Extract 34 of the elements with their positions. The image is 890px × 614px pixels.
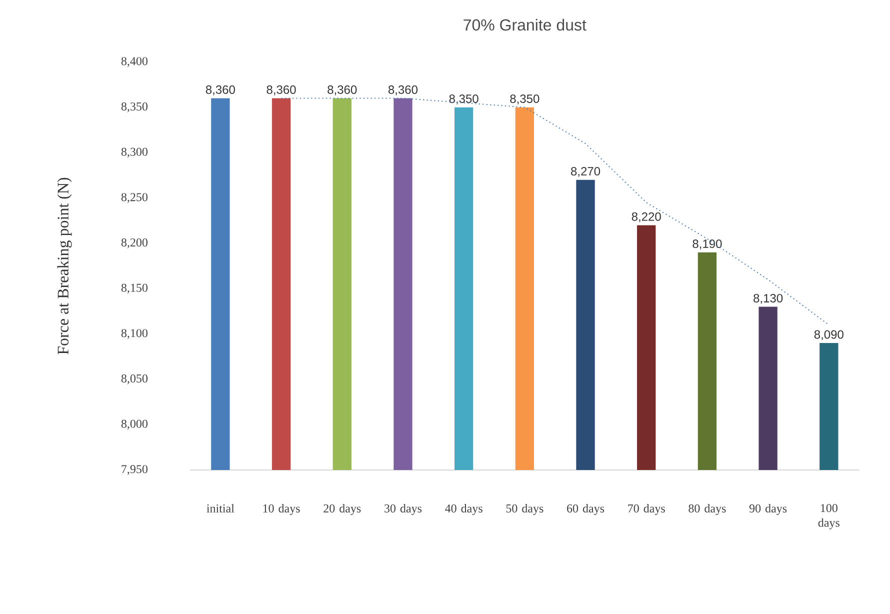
data-label: 8,350 <box>449 94 478 104</box>
x-tick-label: 70 days <box>628 504 665 515</box>
data-label: 8,360 <box>328 85 357 96</box>
data-label: 8,270 <box>571 167 600 177</box>
data-label: 8,360 <box>266 85 296 96</box>
data-label: 8,350 <box>510 94 540 104</box>
y-tick-label: 8,400 <box>121 57 148 67</box>
x-tick-label: 100 days <box>818 504 840 530</box>
x-tick-label: initial <box>206 504 234 512</box>
x-tick-label: 80 days <box>688 504 726 515</box>
x-tick-label: 40 days <box>445 504 482 515</box>
y-tick-label: 8,300 <box>121 148 148 158</box>
y-tick-label: 8,350 <box>121 102 148 112</box>
data-label: 8,130 <box>754 294 783 304</box>
x-tick-label: 50 days <box>506 504 544 515</box>
y-tick-label: 8,200 <box>121 238 148 248</box>
x-tick-label: 10 days <box>263 504 300 515</box>
data-label: 8,360 <box>388 85 418 96</box>
data-label: 8,360 <box>206 85 235 96</box>
data-label: 8,220 <box>632 212 661 222</box>
x-tick-label: 30 days <box>384 504 422 515</box>
y-tick-label: 8,100 <box>121 329 148 339</box>
y-tick-label: 8,000 <box>121 420 148 430</box>
data-label: 8,090 <box>814 330 844 340</box>
data-label: 8,190 <box>692 240 722 250</box>
x-tick-label: 90 days <box>749 504 787 515</box>
x-tick-label: 60 days <box>567 504 604 515</box>
chart-title: 70% Granite dust <box>464 18 586 31</box>
y-tick-label: 7,950 <box>122 465 148 475</box>
x-tick-label: 20 days <box>324 504 361 515</box>
y-tick-label: 8,150 <box>121 284 148 294</box>
y-tick-label: 8,050 <box>121 374 148 384</box>
y-axis-title: Force at Breaking point (N) <box>57 178 72 354</box>
y-tick-label: 8,250 <box>121 193 148 203</box>
